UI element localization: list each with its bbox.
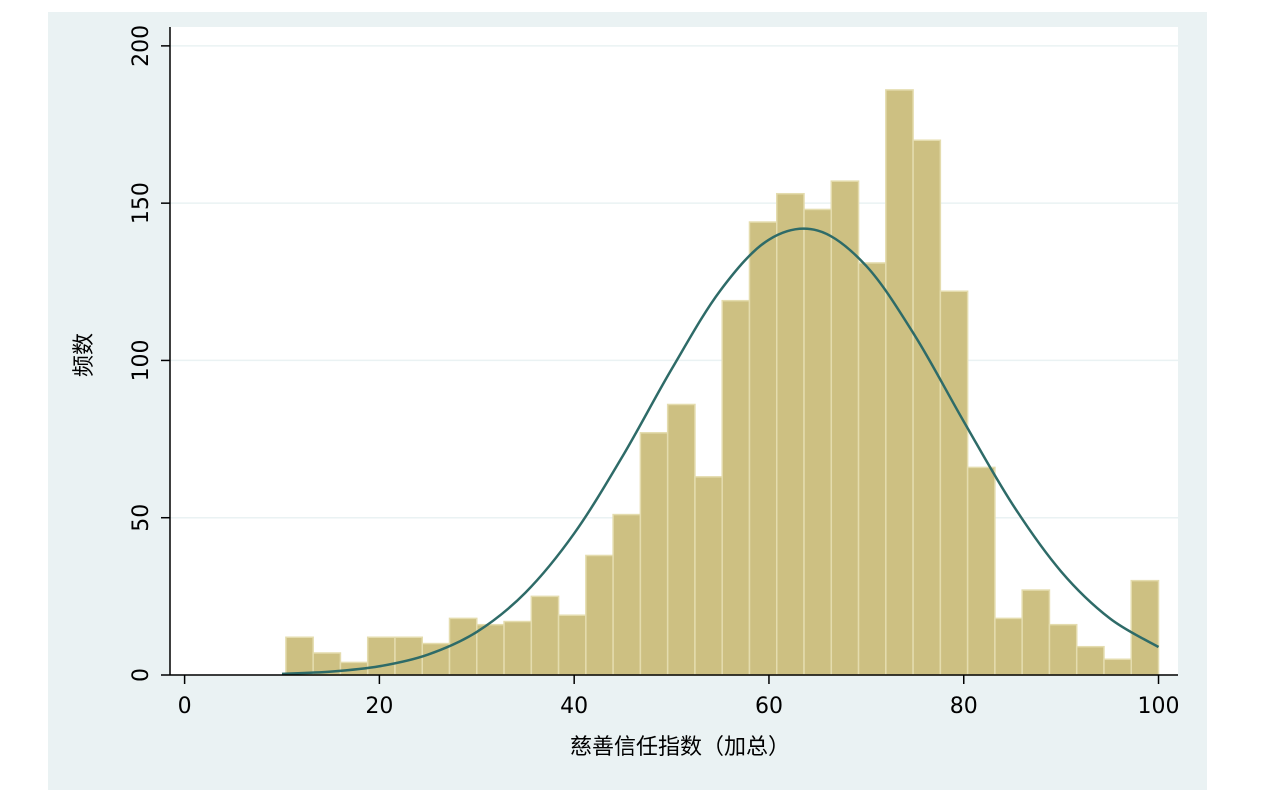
- bar: [448, 617, 478, 676]
- bar: [1130, 579, 1160, 676]
- bar: [503, 620, 533, 676]
- bar: [639, 432, 669, 676]
- bar: [1103, 658, 1133, 676]
- x-tick-label: 40: [560, 694, 588, 719]
- bar: [366, 636, 396, 676]
- bar: [912, 139, 942, 676]
- bar: [476, 623, 505, 676]
- bar: [857, 262, 887, 676]
- bar: [939, 290, 969, 676]
- bar: [775, 192, 805, 676]
- x-tick-label: 80: [950, 694, 978, 719]
- bar: [694, 476, 723, 676]
- bar: [666, 403, 696, 676]
- bar: [748, 221, 778, 676]
- y-tick-label: 150: [129, 182, 154, 224]
- x-tick-label: 20: [365, 694, 393, 719]
- x-axis-label: 慈善信任指数（加总）: [570, 735, 790, 760]
- bar: [1048, 623, 1078, 676]
- y-axis-label: 频数: [72, 333, 97, 377]
- y-tick-label: 50: [129, 504, 154, 532]
- y-tick-label: 200: [129, 25, 154, 67]
- x-tick-label: 60: [755, 694, 783, 719]
- y-tick-label: 0: [129, 668, 154, 682]
- bar: [994, 617, 1023, 676]
- bar: [721, 299, 751, 676]
- bar: [530, 595, 560, 676]
- bar: [394, 636, 423, 676]
- bar: [285, 636, 314, 676]
- x-tick-label: 100: [1138, 694, 1180, 719]
- x-tick-label: 0: [178, 694, 192, 719]
- bar: [1075, 645, 1105, 676]
- bar: [966, 466, 996, 676]
- y-tick-label: 100: [129, 339, 154, 381]
- bar: [612, 513, 642, 676]
- bar: [557, 614, 587, 676]
- bar: [803, 208, 833, 676]
- bar: [885, 89, 914, 676]
- density-curve: [281, 227, 1160, 676]
- bar: [1021, 589, 1051, 676]
- bar: [585, 554, 614, 676]
